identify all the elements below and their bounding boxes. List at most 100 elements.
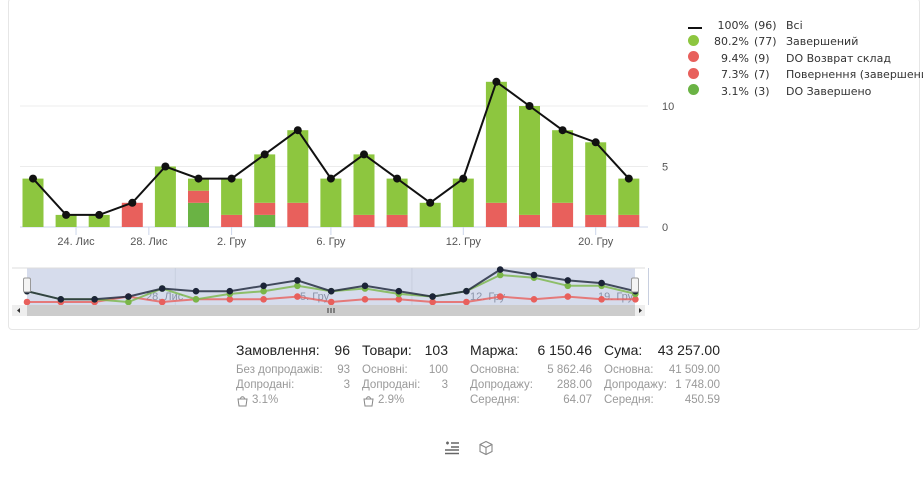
legend-item[interactable]: 9.4% (9) DO Возврат склад [688,50,923,67]
scroll-right-icon[interactable] [639,308,642,313]
navigator-returns-line-point [158,298,166,306]
navigator-handle[interactable] [23,277,31,293]
stats-block: Замовлення: 96 Без допродажів: 93 Допродані:… [236,342,350,409]
upsell-percent: 2.9% [378,394,405,406]
stats-row-value: 288.00 [556,379,592,391]
bar-segment [519,214,540,227]
bar-segment [552,130,574,203]
stats-value: 6 150.46 [537,342,593,358]
bar-segment [485,81,507,203]
scroll-left-icon[interactable] [17,308,20,313]
navigator-completed-line-point [496,271,504,279]
bar-segment [254,154,276,203]
total-point [326,174,335,183]
bar-segment [452,178,474,227]
legend-item[interactable]: 3.1% (3) DO Завершено [688,83,923,100]
bar-segment [419,202,441,227]
navigator-total-line-point [260,282,267,290]
navigator-returns-line-point [395,296,403,303]
navigator-completed-line-point [125,298,132,306]
chart-card [8,0,920,330]
navigator-total-line-point [598,279,605,287]
navigator-returns-line-point [226,296,234,303]
navigator-returns-line-point [294,293,301,300]
navigator-total-line-point [530,271,538,279]
bar-segment [287,202,309,227]
stats-row-value: 100 [428,364,448,376]
stats-row: Середня: 450.59 [604,394,720,409]
upsell-bag-icon [236,394,249,409]
navigator-returns-line-point [327,298,335,306]
stats-row-value: 64.07 [563,394,592,406]
bar-segment [188,190,209,203]
navigator-total-line-point [57,296,65,303]
total-point [426,198,435,207]
legend-item[interactable]: 100% (96) Всі [688,17,923,34]
bar-segment [353,214,375,227]
stats-row-label: Середня: [470,394,520,406]
total-point [161,162,170,171]
navigator-handle[interactable] [631,277,639,293]
x-tick-label: 24. Лис [57,236,95,248]
stats-row-label: Без допродажів: [236,364,323,376]
bar-segment [320,178,342,227]
legend-label: DO Завершено [786,84,872,98]
stats-row-label: Основні: [362,364,408,376]
bar-segment [221,178,243,215]
stats-row: Допродажу: 1 748.00 [604,379,720,394]
stats-block: Маржа: 6 150.46 Основна: 5 862.46 Допродажу:… [470,342,592,409]
orders-chart: 0 5 10 24. Лис 28. Лис 2. Гру 6. Гру 12. Гру 20.… [12,77,674,316]
navigator-total-line-point [125,293,132,300]
bar-segment [154,166,176,227]
stats-row: Основна: 5 862.46 [470,364,592,379]
total-point [293,126,302,135]
y-tick-label: 10 [662,101,674,113]
x-tick-label: 6. Гру [316,236,346,248]
stats-title: Замовлення: [236,342,320,358]
navigator-completed-line-point [564,282,572,290]
stats-row-label: Середня: [604,394,654,406]
legend-item[interactable]: 7.3% (7) Повернення (завершений) [688,67,923,84]
bar-segment [618,178,640,215]
bar-segment [55,214,77,227]
navigator-completed-line-point [294,282,301,290]
dot-marker-icon [688,34,699,46]
navigator-completed-line-point [192,296,200,303]
navigator-returns-line-point [598,296,605,303]
x-tick-label: 28. Лис [130,236,168,248]
legend-count: (3) [754,84,770,98]
legend-count: (96) [754,18,777,32]
navigator-total-line-point [429,293,436,300]
stats-row-value: 93 [337,364,350,376]
navigator-returns-line-point [530,296,538,303]
stats-row-value: 3 [441,379,448,391]
total-point [492,77,501,86]
line-marker-icon [688,26,702,29]
x-tick-label: 2. Гру [217,236,247,248]
stats-row-label: Основна: [470,364,520,376]
stats-row-label: Основна: [604,364,654,376]
navigator-returns-line-point [496,293,504,300]
stats-title: Сума: [604,342,643,358]
legend-item[interactable]: 80.2% (77) Завершений [688,34,923,51]
navigator-total-line-point [192,287,200,295]
list-icon[interactable] [444,440,460,461]
navigator-total-line-point [463,287,470,295]
stats-value: 103 [424,342,448,358]
total-point [624,174,633,183]
stats-row: Без допродажів: 93 [236,364,350,379]
legend-count: (7) [754,68,770,82]
x-tick-label: 12. Гру [446,236,482,248]
stats-block: Товари: 103 Основні: 100 Допродані: 3 2.9% [362,342,448,409]
total-point [95,210,104,219]
legend-label: DO Возврат склад [786,51,891,65]
legend-label: Завершений [786,35,859,49]
bar-segment [254,214,276,227]
stats-value: 96 [334,342,350,358]
x-tick-label: 20. Гру [578,236,614,248]
navigator-total-line-point [294,277,301,284]
bar-segment [22,178,44,227]
total-point [260,150,269,159]
bar-segment [519,106,540,215]
box-icon[interactable] [478,440,494,461]
